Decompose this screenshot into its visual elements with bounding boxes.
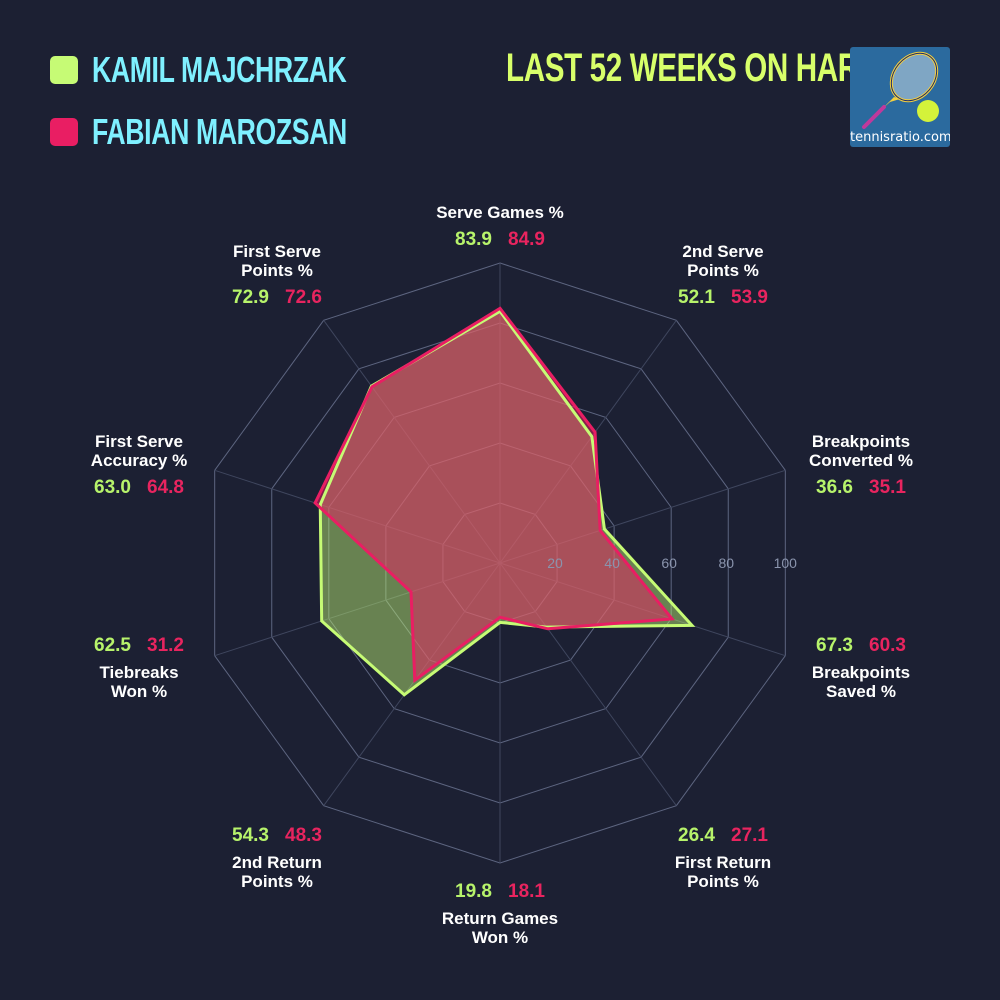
legend-label-player-2: FABIAN MAROZSAN — [92, 111, 347, 152]
radial-tick-label: 20 — [547, 555, 563, 571]
series-fill-2 — [315, 308, 673, 681]
legend-label-player-1: KAMIL MAJCHRZAK — [92, 49, 347, 90]
legend-swatch-player-1 — [50, 56, 78, 84]
axis-label-serve-games: Serve Games % 83.9 84.9 — [436, 203, 564, 250]
value-player-1: 19.8 — [455, 881, 492, 902]
value-player-1: 63.0 — [94, 477, 131, 498]
series-outline-1[interactable] — [318, 309, 696, 697]
axis-label-first-serve-accuracy: First Serve Accuracy % 63.0 64.8 — [90, 432, 188, 498]
radial-tick-label: 100 — [774, 555, 798, 571]
axis-label-breakpoints-saved: 67.3 60.3 Breakpoints Saved % — [811, 635, 911, 701]
axis-label-return-games-won: 19.8 18.1 Return Games Won % — [441, 881, 559, 947]
value-player-1: 72.9 — [232, 287, 269, 308]
axis-label-first-serve-points: First Serve Points % 72.9 72.6 — [232, 242, 322, 308]
value-player-1: 83.9 — [455, 229, 492, 250]
axis-label-first-return-points: 26.4 27.1 First Return Points % — [674, 825, 772, 891]
value-player-1: 54.3 — [232, 825, 269, 846]
value-player-2: 27.1 — [731, 825, 768, 846]
value-player-2: 64.8 — [147, 477, 184, 498]
value-player-1: 36.6 — [816, 477, 853, 498]
value-player-2: 35.1 — [869, 477, 906, 498]
tennisratio-logo[interactable]: tennisratio.com — [850, 47, 950, 147]
axis-label-tiebreaks-won: 62.5 31.2 Tiebreaks Won % — [94, 635, 184, 701]
radial-tick-label: 80 — [718, 555, 734, 571]
value-player-2: 84.9 — [508, 229, 545, 250]
logo-text: tennisratio.com — [850, 130, 950, 145]
tennis-racket-icon — [862, 51, 939, 129]
axis-label-2nd-serve-points: 2nd Serve Points % 52.1 53.9 — [678, 242, 768, 308]
radar-series — [313, 306, 696, 697]
axis-label-2nd-return-points: 54.3 48.3 2nd Return Points % — [232, 825, 322, 891]
series-outline-2[interactable] — [313, 306, 676, 684]
radial-tick-label: 40 — [604, 555, 620, 571]
radial-tick-label: 60 — [661, 555, 677, 571]
value-player-2: 31.2 — [147, 635, 184, 656]
axis-label-breakpoints-converted: Breakpoints Converted % 36.6 35.1 — [809, 432, 913, 498]
value-player-1: 26.4 — [678, 825, 715, 846]
value-player-2: 72.6 — [285, 287, 322, 308]
value-player-2: 48.3 — [285, 825, 322, 846]
legend-item-player-2[interactable]: FABIAN MAROZSAN — [50, 104, 436, 160]
chart-title: LAST 52 WEEKS ON HARD — [506, 46, 880, 90]
value-player-2: 53.9 — [731, 287, 768, 308]
value-player-1: 62.5 — [94, 635, 131, 656]
value-player-2: 60.3 — [869, 635, 906, 656]
value-player-1: 52.1 — [678, 287, 715, 308]
legend: KAMIL MAJCHRZAK FABIAN MAROZSAN — [50, 50, 436, 160]
value-player-1: 67.3 — [816, 635, 853, 656]
value-player-2: 18.1 — [508, 881, 545, 902]
radial-ticks: 20 40 60 80 100 — [547, 555, 797, 571]
legend-swatch-player-2 — [50, 118, 78, 146]
legend-item-player-1[interactable]: KAMIL MAJCHRZAK — [50, 50, 436, 90]
